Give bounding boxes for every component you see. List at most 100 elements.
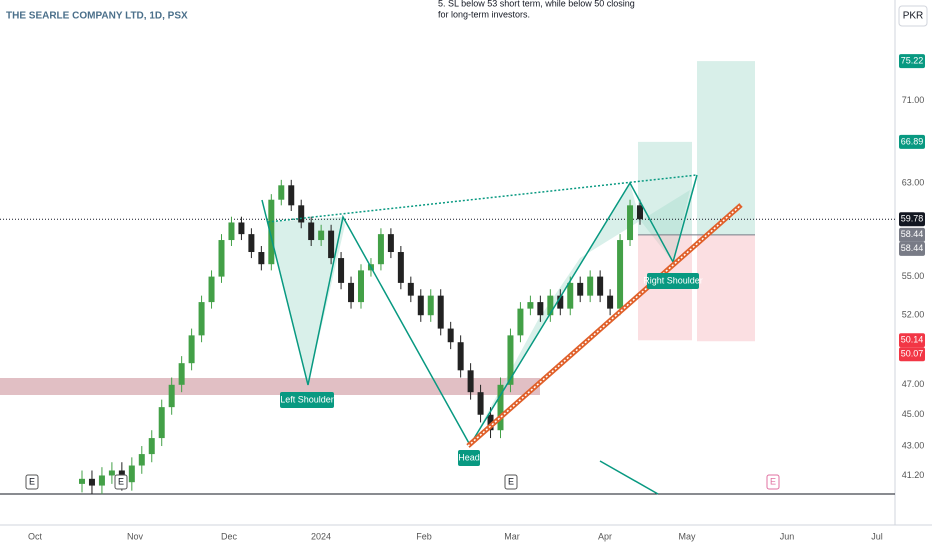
candle-body xyxy=(358,270,364,303)
candle-body xyxy=(507,335,514,385)
y-tick-label: 47.00 xyxy=(902,379,925,389)
currency-label[interactable]: PKR xyxy=(903,11,924,22)
trend-line xyxy=(599,460,659,495)
candle-body xyxy=(138,454,145,466)
candle-body xyxy=(128,465,135,483)
candle-body xyxy=(318,230,325,241)
x-tick-label: Dec xyxy=(221,531,238,541)
candle-body xyxy=(288,185,295,206)
candle-body xyxy=(497,384,504,431)
x-tick-label: Jun xyxy=(780,531,795,541)
candle-body xyxy=(407,282,414,296)
price-label: 58.44 xyxy=(901,243,924,253)
x-tick-label: Feb xyxy=(416,531,432,541)
candle-body xyxy=(597,276,604,296)
pattern-label: Right Shoulder xyxy=(643,275,703,285)
candle-body xyxy=(627,205,634,241)
pattern-label: Left Shoulder xyxy=(280,394,334,404)
support-zone xyxy=(0,378,540,395)
event-label: E xyxy=(770,476,776,486)
trend-channel-inner xyxy=(467,204,742,447)
candle-body xyxy=(228,222,235,241)
candle-body xyxy=(298,205,305,223)
candle-body xyxy=(198,302,205,336)
candle-body xyxy=(607,295,614,309)
price-label-box xyxy=(899,333,925,348)
candle-body xyxy=(218,240,225,277)
pattern-tag xyxy=(280,392,334,408)
candle-body xyxy=(377,234,384,265)
candle-body xyxy=(417,295,424,316)
event-label: E xyxy=(29,476,35,486)
stop-zone xyxy=(697,234,755,342)
x-tick-label: Oct xyxy=(28,531,43,541)
candle-body xyxy=(268,199,275,265)
x-tick-label: Jul xyxy=(871,531,883,541)
candle-body xyxy=(537,302,544,316)
candle-body xyxy=(168,384,175,408)
price-label: 50.14 xyxy=(901,335,924,345)
x-tick-label: Apr xyxy=(598,531,612,541)
price-label: 66.89 xyxy=(901,136,924,146)
price-label-box xyxy=(899,241,925,256)
price-label-box xyxy=(899,134,925,149)
candle-body xyxy=(547,295,554,316)
price-label: 58.44 xyxy=(901,229,924,239)
note-line: for long-term investors. xyxy=(438,9,530,19)
y-tick-label: 45.00 xyxy=(902,409,925,419)
candle-body xyxy=(308,222,315,241)
candle-body xyxy=(467,370,474,393)
x-tick-label: May xyxy=(678,531,696,541)
candle-body xyxy=(527,302,534,309)
target-zone xyxy=(697,61,755,235)
candle-body xyxy=(637,205,643,220)
candle-body xyxy=(348,282,355,303)
candle-body xyxy=(517,308,524,336)
candle-body xyxy=(577,282,584,296)
candle-body xyxy=(79,478,85,484)
candle-body xyxy=(178,363,185,385)
event-label: E xyxy=(508,476,514,486)
event-marker xyxy=(766,474,780,490)
currency-button[interactable] xyxy=(898,5,928,27)
y-tick-label: 71.00 xyxy=(902,95,925,105)
candle-body xyxy=(587,276,594,296)
candle-body xyxy=(557,295,564,309)
candle-body xyxy=(567,282,574,309)
candle-body xyxy=(338,258,345,283)
note-line: 5. SL below 53 short term, while below 5… xyxy=(438,0,635,8)
candle-body xyxy=(617,240,624,309)
candle-body xyxy=(487,414,494,431)
candle-body xyxy=(238,222,245,235)
candle-body xyxy=(98,475,105,486)
candle-body xyxy=(208,276,215,303)
price-label: 59.78 xyxy=(901,214,924,224)
y-tick-label: 55.00 xyxy=(902,271,925,281)
candle-body xyxy=(148,438,155,455)
target-zone xyxy=(638,141,692,235)
candle-body xyxy=(258,252,265,265)
x-tick-label: Nov xyxy=(127,531,144,541)
candle-body xyxy=(88,478,95,486)
pattern-label: Head xyxy=(458,452,480,462)
event-label: E xyxy=(118,476,124,486)
candle-body xyxy=(427,295,434,316)
candle-body xyxy=(387,234,394,253)
candle-body xyxy=(457,342,464,371)
candle-body xyxy=(328,230,335,259)
candle-body xyxy=(437,295,444,329)
event-marker xyxy=(25,474,39,490)
y-tick-label: 41.20 xyxy=(902,470,925,480)
candle-body xyxy=(447,328,454,343)
candle-body xyxy=(108,470,115,476)
price-label-box xyxy=(899,54,925,69)
chart-title: THE SEARLE COMPANY LTD, 1D, PSX xyxy=(6,11,188,22)
y-tick-label: 52.00 xyxy=(902,310,925,320)
candle-body xyxy=(188,335,195,364)
x-tick-label: 2024 xyxy=(311,531,331,541)
y-tick-label: 43.00 xyxy=(902,440,925,450)
candle-body xyxy=(477,392,484,415)
price-label: 75.22 xyxy=(901,55,924,65)
